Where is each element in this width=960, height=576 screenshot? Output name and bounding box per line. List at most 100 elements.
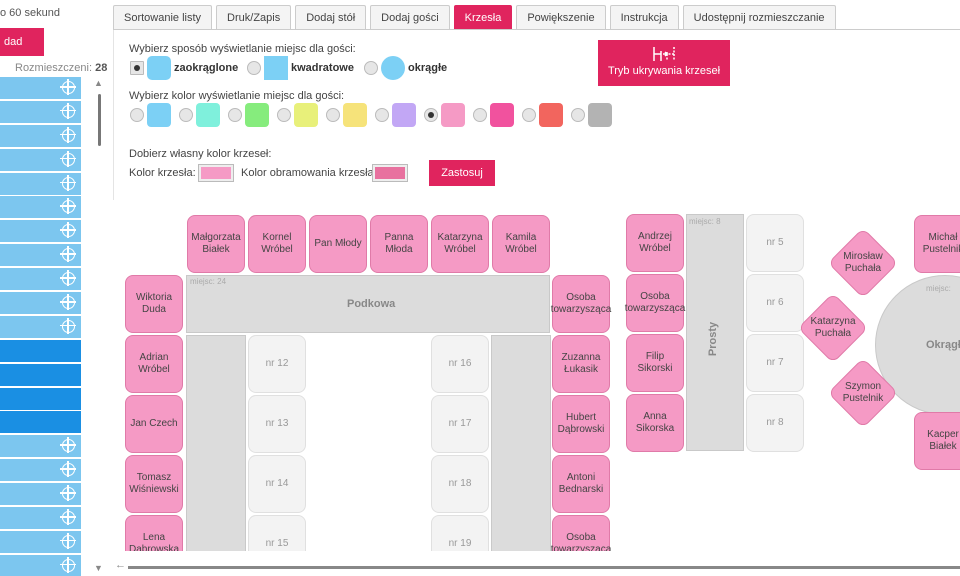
guest-row[interactable] [0,530,81,553]
drag-handle-icon[interactable] [60,437,76,454]
tab-item[interactable]: Druk/Zapis [216,5,292,30]
guest-seat[interactable]: Lena Dąbrowska [125,515,183,551]
drag-handle-icon[interactable] [60,317,76,334]
drag-handle-icon[interactable] [60,126,76,143]
color-swatch[interactable] [392,103,416,127]
empty-seat[interactable]: nr 19 [431,515,489,551]
color-radio[interactable] [375,108,389,122]
guest-row[interactable] [0,77,81,99]
guest-row[interactable] [0,196,81,219]
chair-color-picker[interactable] [198,164,234,182]
guest-seat[interactable]: Michał Pustelnik [914,215,960,273]
color-radio[interactable] [473,108,487,122]
table-prosty[interactable]: miejsc: 8 Prosty [686,214,744,451]
empty-seat[interactable]: nr 18 [431,455,489,513]
guest-row[interactable] [0,339,81,362]
guest-row[interactable] [0,411,81,434]
empty-seat[interactable]: nr 13 [248,395,306,453]
drag-handle-icon[interactable] [60,461,76,478]
empty-seat[interactable]: nr 15 [248,515,306,551]
guest-seat[interactable]: Filip Sikorski [626,334,684,392]
shape-radio-rounded[interactable] [130,61,144,75]
color-swatch[interactable] [147,103,171,127]
tab-item[interactable]: Powiększenie [516,5,606,30]
guest-row[interactable] [0,483,81,506]
guest-row[interactable] [0,124,81,147]
drag-handle-icon[interactable] [60,485,76,502]
guest-row[interactable] [0,363,81,386]
guest-seat[interactable]: Osoba towarzysząca [551,515,611,551]
guest-seat[interactable]: Tomasz Wiśniewski [125,455,183,513]
guest-seat[interactable]: Adrian Wróbel [125,335,183,393]
guest-seat[interactable]: Osoba towarzysząca [625,274,685,332]
tab-item[interactable]: Sortowanie listy [113,5,213,30]
border-color-picker[interactable] [372,164,408,182]
guest-seat[interactable]: Osoba towarzysząca [551,275,611,333]
color-radio[interactable] [424,108,438,122]
color-swatch[interactable] [196,103,220,127]
guest-seat[interactable]: Hubert Dąbrowski [552,395,610,453]
guest-row[interactable] [0,148,81,171]
drag-handle-icon[interactable] [60,294,76,311]
guest-row[interactable] [0,244,81,267]
table-podkowa-right-arm[interactable] [491,335,551,551]
guest-row[interactable] [0,268,81,291]
guest-row[interactable] [0,554,81,576]
drag-handle-icon[interactable] [60,198,76,215]
guest-row[interactable] [0,387,81,410]
table-podkowa[interactable]: miejsc: 24 Podkowa [186,275,550,333]
drag-handle-icon[interactable] [60,150,76,167]
color-swatch[interactable] [343,103,367,127]
color-swatch[interactable] [245,103,269,127]
empty-seat[interactable]: nr 7 [746,334,804,392]
hide-chairs-button[interactable]: Tryb ukrywania krzeseł [598,40,730,86]
guest-seat[interactable]: Kacper Białek [914,412,960,470]
guest-seat[interactable]: Kornel Wróbel [248,215,306,273]
scroll-left-icon[interactable]: ← [115,559,126,571]
drag-handle-icon[interactable] [60,556,76,573]
shape-radio-square[interactable] [247,61,261,75]
scroll-thumb-horizontal[interactable] [128,566,960,569]
color-radio[interactable] [130,108,144,122]
guest-row[interactable] [0,435,81,458]
guest-row[interactable] [0,100,81,123]
color-radio[interactable] [179,108,193,122]
color-radio[interactable] [277,108,291,122]
color-swatch[interactable] [539,103,563,127]
horizontal-scrollbar[interactable]: ← [113,559,960,571]
color-swatch[interactable] [441,103,465,127]
color-swatch[interactable] [490,103,514,127]
drag-handle-icon[interactable] [60,222,76,239]
drag-handle-icon[interactable] [60,270,76,287]
guest-seat[interactable]: Panna Młoda [370,215,428,273]
drag-handle-icon[interactable] [60,79,76,95]
guest-seat[interactable]: Małgorzata Białek [187,215,245,273]
scroll-up-icon[interactable]: ▲ [94,78,103,88]
drag-handle-icon[interactable] [60,174,76,191]
scroll-down-icon[interactable]: ▼ [94,563,103,573]
empty-seat[interactable]: nr 8 [746,394,804,452]
tab-item[interactable]: Udostępnij rozmieszczanie [682,5,836,30]
empty-seat[interactable]: nr 16 [431,335,489,393]
shape-radio-round[interactable] [364,61,378,75]
guest-row[interactable] [0,172,81,195]
guest-seat[interactable]: Wiktoria Duda [125,275,183,333]
guest-row[interactable] [0,459,81,482]
guest-seat[interactable]: Andrzej Wróbel [626,214,684,272]
table-podkowa-left-arm[interactable] [186,335,246,551]
empty-seat[interactable]: nr 14 [248,455,306,513]
tab-item[interactable]: Dodaj gości [370,5,450,30]
tab-item[interactable]: Krzesła [453,5,513,30]
guest-seat[interactable]: Kamila Wróbel [492,215,550,273]
scroll-thumb[interactable] [98,94,101,146]
empty-seat[interactable]: nr 12 [248,335,306,393]
guest-row[interactable] [0,315,81,338]
color-radio[interactable] [228,108,242,122]
guest-seat[interactable]: Anna Sikorska [626,394,684,452]
square-shape-icon[interactable] [264,56,288,80]
color-swatch[interactable] [588,103,612,127]
vertical-scrollbar[interactable]: ▲ ▼ [94,78,104,573]
empty-seat[interactable]: nr 17 [431,395,489,453]
guest-seat[interactable]: Jan Czech [125,395,183,453]
guest-row[interactable] [0,292,81,315]
